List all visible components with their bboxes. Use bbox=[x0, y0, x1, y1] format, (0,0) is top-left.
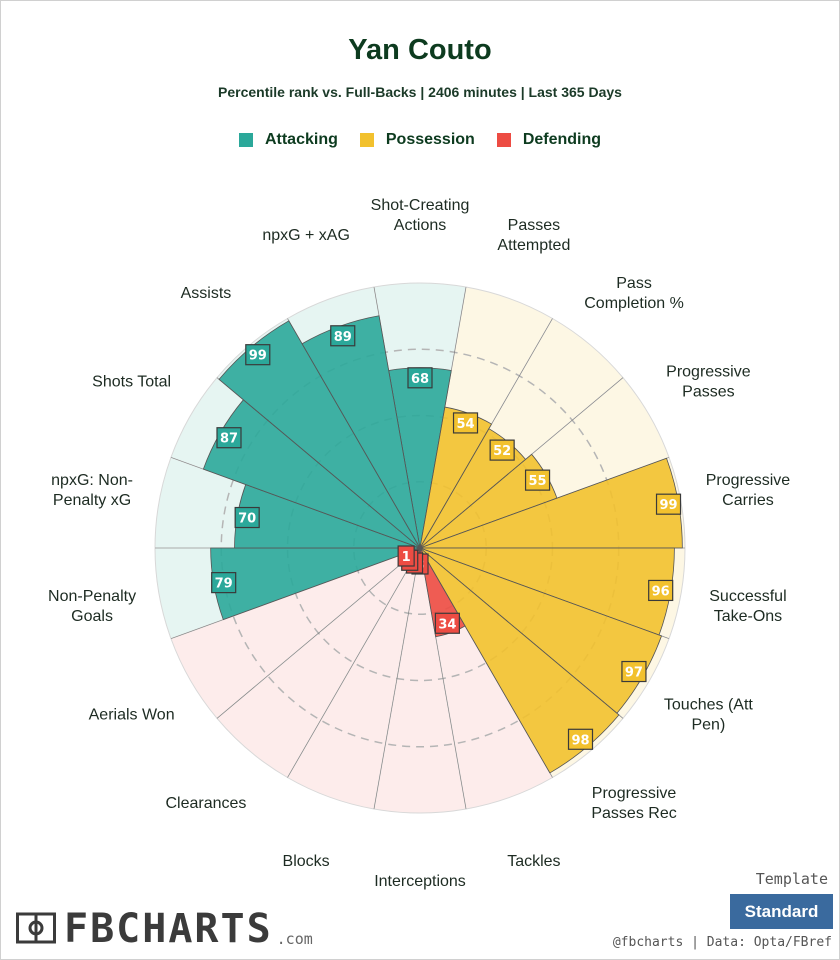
legend-label-defending: Defending bbox=[522, 131, 602, 148]
credits-text: @fbcharts | Data: Opta/FBref bbox=[612, 935, 832, 950]
category-label-3: Progressive Passes bbox=[666, 364, 751, 401]
radar-chart: 68545255999697983432317970879989Shot-Cre… bbox=[48, 197, 791, 890]
separator-line bbox=[216, 377, 421, 549]
category-label-5: Successful Take-Ons bbox=[709, 588, 786, 625]
legend-item-possession: Possession bbox=[359, 131, 475, 149]
value-label-5: 96 bbox=[652, 584, 670, 599]
value-label-2: 52 bbox=[493, 444, 511, 459]
separator-line bbox=[419, 377, 624, 549]
pitch-icon bbox=[16, 912, 56, 944]
legend-item-attacking: Attacking bbox=[238, 131, 338, 149]
logo-suffix: .com bbox=[276, 930, 313, 948]
value-badge-14: 70 bbox=[234, 506, 260, 529]
separator-line bbox=[170, 547, 421, 639]
value-badge-15: 87 bbox=[216, 427, 242, 449]
value-label-6: 97 bbox=[625, 666, 643, 681]
value-badge-0: 68 bbox=[407, 367, 433, 389]
separator-line bbox=[287, 318, 421, 549]
separator-line bbox=[287, 547, 421, 778]
separator-line bbox=[419, 547, 624, 719]
fbcharts-logo: FBCHARTS .com bbox=[16, 906, 313, 952]
separator-line bbox=[419, 457, 670, 549]
value-badge-8: 34 bbox=[434, 612, 460, 634]
category-label-13: Non-Penalty Goals bbox=[48, 588, 136, 625]
separator-line bbox=[419, 547, 670, 639]
value-badge-3: 55 bbox=[524, 469, 551, 491]
category-label-2: Pass Completion % bbox=[584, 275, 684, 312]
value-badge-17: 89 bbox=[330, 325, 356, 347]
separator-line bbox=[419, 286, 467, 549]
separator-line bbox=[419, 547, 553, 778]
value-badge-13: 79 bbox=[211, 572, 237, 594]
value-badge-6: 97 bbox=[621, 660, 647, 683]
value-label-13: 79 bbox=[215, 577, 233, 592]
chart-subtitle: Percentile rank vs. Full-Backs | 2406 mi… bbox=[218, 84, 622, 100]
value-label-1: 54 bbox=[456, 417, 474, 432]
category-label-15: Shots Total bbox=[92, 374, 171, 391]
category-label-7: Progressive Passes Rec bbox=[591, 785, 676, 822]
legend-label-possession: Possession bbox=[385, 131, 475, 148]
separator-line bbox=[373, 286, 421, 549]
separator-line bbox=[419, 547, 467, 810]
logo-wordmark: FBCHARTS bbox=[64, 906, 273, 952]
value-label-0: 68 bbox=[411, 372, 429, 387]
legend-swatch-defending bbox=[496, 133, 511, 147]
category-label-10: Blocks bbox=[283, 853, 330, 870]
category-label-11: Clearances bbox=[165, 795, 246, 812]
category-label-12: Aerials Won bbox=[89, 707, 175, 724]
value-badge-2: 52 bbox=[489, 439, 515, 461]
legend-swatch-attacking bbox=[238, 133, 253, 147]
separator-line bbox=[216, 547, 421, 719]
category-label-14: npxG: Non-Penalty xG bbox=[51, 472, 133, 509]
value-label-3: 55 bbox=[529, 474, 547, 489]
separator-line bbox=[170, 457, 421, 549]
legend-item-defending: Defending bbox=[496, 131, 602, 149]
value-badge-16: 99 bbox=[245, 344, 271, 366]
category-label-4: Progressive Carries bbox=[706, 472, 791, 509]
value-label-16: 99 bbox=[249, 349, 267, 364]
value-badge-5: 96 bbox=[648, 579, 674, 602]
category-label-9: Interceptions bbox=[374, 873, 466, 890]
template-standard-button[interactable]: Standard bbox=[730, 894, 833, 929]
legend-swatch-possession bbox=[359, 133, 374, 147]
value-label-8: 34 bbox=[438, 617, 456, 632]
separator-line bbox=[373, 547, 421, 810]
template-label: Template bbox=[755, 870, 828, 888]
value-label-15: 87 bbox=[220, 432, 238, 447]
legend: Attacking Possession Defending bbox=[0, 131, 840, 149]
value-label-4: 99 bbox=[659, 498, 677, 513]
value-badge-4: 99 bbox=[655, 493, 682, 515]
value-badge-1: 54 bbox=[452, 412, 479, 434]
value-label-14: 70 bbox=[238, 512, 256, 527]
separator-line bbox=[419, 318, 553, 549]
category-label-0: Shot-Creating Actions bbox=[371, 197, 470, 234]
chart-title: Yan Couto bbox=[348, 34, 492, 66]
legend-label-attacking: Attacking bbox=[264, 131, 338, 148]
category-label-1: Passes Attempted bbox=[497, 217, 570, 254]
value-label-7: 98 bbox=[571, 733, 589, 748]
value-badge-7: 98 bbox=[567, 728, 594, 750]
category-label-8: Tackles bbox=[507, 853, 560, 870]
category-label-16: Assists bbox=[181, 285, 232, 302]
value-label-17: 89 bbox=[334, 330, 352, 345]
value-label-12: 1 bbox=[402, 550, 411, 565]
category-label-17: npxG + xAG bbox=[262, 227, 350, 244]
category-label-6: Touches (Att Pen) bbox=[664, 697, 753, 734]
value-badge-12: 1 bbox=[397, 545, 415, 567]
